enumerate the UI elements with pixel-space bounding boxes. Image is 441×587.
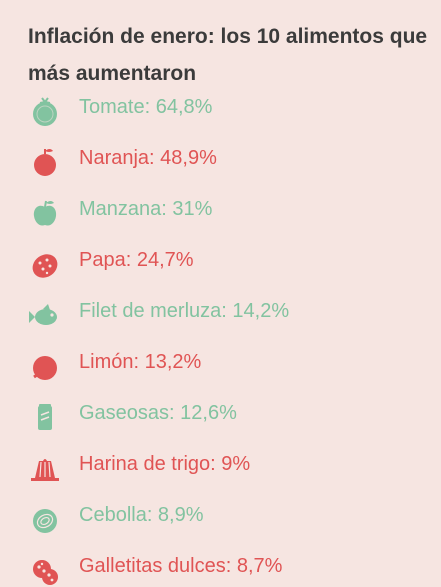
list-item: Naranja: 48,9%	[0, 141, 441, 177]
potato-icon	[28, 247, 62, 281]
item-label: Harina de trigo: 9%	[79, 453, 251, 475]
item-label: Tomate: 64,8%	[79, 96, 213, 118]
inflation-infographic: Inflación de enero: los 10 alimentos que…	[0, 25, 441, 585]
item-label: Galletitas dulces: 8,7%	[79, 555, 283, 577]
soda-can-icon	[28, 400, 62, 434]
item-label: Limón: 13,2%	[79, 351, 202, 373]
list-item: Papa: 24,7%	[0, 243, 441, 279]
item-label: Gaseosas: 12,6%	[79, 402, 237, 424]
orange-icon	[28, 145, 62, 179]
cookie-icon	[28, 553, 62, 587]
item-label: Papa: 24,7%	[79, 249, 194, 271]
list-item: Harina de trigo: 9%	[0, 447, 441, 483]
list-item: Tomate: 64,8%	[0, 90, 441, 126]
page-title: Inflación de enero: los 10 alimentos que…	[28, 25, 428, 85]
list-item: Filet de merluza: 14,2%	[0, 294, 441, 330]
item-label: Filet de merluza: 14,2%	[79, 300, 290, 322]
item-label: Naranja: 48,9%	[79, 147, 217, 169]
lemon-icon	[28, 349, 62, 383]
flan-icon	[28, 451, 62, 485]
list-item: Gaseosas: 12,6%	[0, 396, 441, 432]
list-item: Manzana: 31%	[0, 192, 441, 228]
onion-icon	[28, 502, 62, 536]
item-label: Manzana: 31%	[79, 198, 213, 220]
item-label: Cebolla: 8,9%	[79, 504, 204, 526]
list-item: Cebolla: 8,9%	[0, 498, 441, 534]
apple-icon	[28, 196, 62, 230]
list-item: Galletitas dulces: 8,7%	[0, 549, 441, 585]
list-item: Limón: 13,2%	[0, 345, 441, 381]
tomato-icon	[28, 94, 62, 128]
fish-icon	[28, 298, 62, 332]
